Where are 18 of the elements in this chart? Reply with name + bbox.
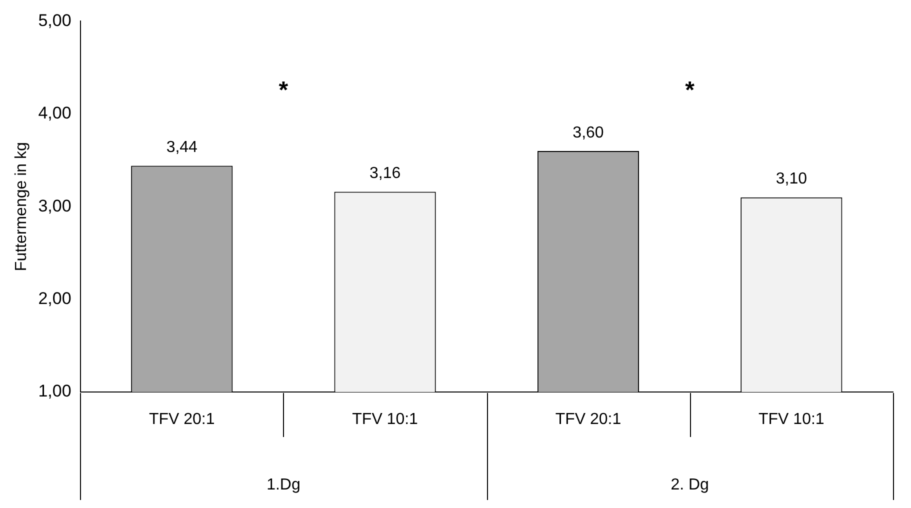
x-tick-label: TFV 10:1 xyxy=(352,411,418,428)
y-tick-label: 4,00 xyxy=(38,104,72,123)
annotation: * xyxy=(685,76,696,104)
data-label: 3,60 xyxy=(572,124,604,142)
x-tick-label: TFV 10:1 xyxy=(758,411,824,428)
data-label: 3,10 xyxy=(776,170,808,188)
annotation: * xyxy=(278,76,289,104)
text: 2. Dg xyxy=(670,476,709,494)
text: 1.Dg xyxy=(266,476,300,494)
y-tick-label: 2,00 xyxy=(38,288,72,308)
y-tick-label: 3,00 xyxy=(38,196,72,216)
y-tick-label: 5,00 xyxy=(38,10,72,30)
x-tick-label: TFV 20:1 xyxy=(148,411,215,428)
data-label: 3,16 xyxy=(369,165,401,182)
data-label: 3,44 xyxy=(166,139,198,156)
y-axis-title: Futtermenge in kg xyxy=(13,142,30,272)
y-tick-label: 1,00 xyxy=(38,382,72,401)
x-tick-label: TFV 20:1 xyxy=(555,411,622,428)
